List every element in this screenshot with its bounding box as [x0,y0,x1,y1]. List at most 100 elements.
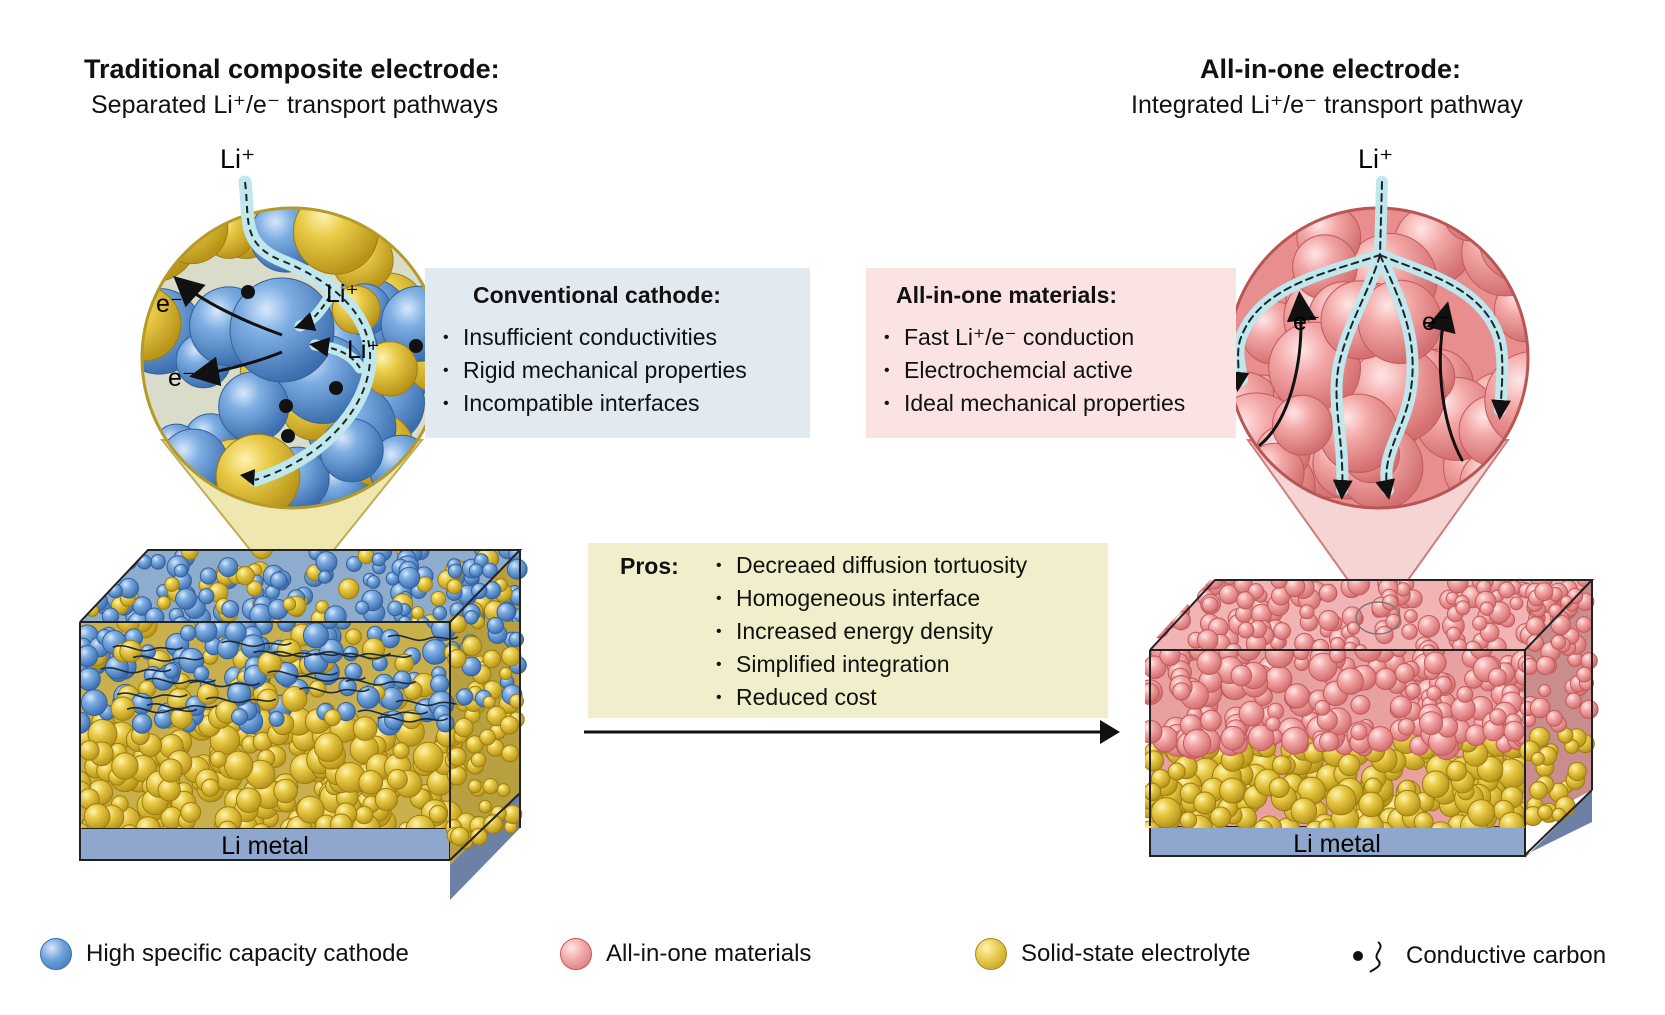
electrolyte-particle [374,787,398,812]
aio-item: Ideal mechanical properties [884,387,1218,420]
cathode-particle [334,622,352,630]
aio-particle [1526,634,1544,652]
electrolyte-particle [1325,784,1357,816]
electrolyte-particle [315,600,329,614]
cathode-particle [80,550,91,561]
aio-particle [1149,581,1172,603]
aio-particle [1318,583,1338,603]
electrolyte-particle [257,651,283,676]
electrolyte-particle [1530,751,1545,766]
electrolyte-particle [338,578,360,600]
cathode-particle [80,645,99,668]
right-electron-label-2: e⁻ [1422,308,1449,336]
left-subtitle: Separated Li⁺/e⁻ transport pathways [91,91,499,119]
aio-particle [1509,596,1524,611]
cathode-particle [173,563,188,578]
aio-particle [1237,621,1255,639]
electrolyte-particle [392,742,410,760]
electrolyte-particle [80,822,89,828]
aio-particle [1484,350,1528,450]
pros-label: Pros: [620,553,679,579]
aio-particle [1385,613,1402,630]
electrolyte-particle [446,578,463,595]
aio-particle [1404,609,1418,623]
cathode-particle [508,631,524,648]
aio-particle [1329,650,1346,664]
aio-materials-box: All-in-one materials: Fast Li⁺/e⁻ conduc… [866,268,1236,438]
aio-particle [1161,588,1178,605]
pros-item: Simplified integration [716,648,1027,681]
electrolyte-particle [454,717,474,738]
electrolyte-particle [470,752,487,768]
aio-particle [1182,729,1212,758]
yellow-particle-icon [975,938,1007,970]
aio-particle [1395,582,1411,597]
aio-particle [1236,591,1255,610]
electrolyte-particle [273,778,298,804]
electrolyte-particle [1268,777,1290,798]
aio-particle [1529,697,1551,719]
cathode-particle [319,638,344,664]
cathode-particle [224,622,247,644]
electrolyte-particle [1219,777,1246,804]
left-electrode-block: Li metal [79,549,528,900]
aio-particle [1423,651,1447,675]
cathode-particle [430,674,450,694]
aio-particle [1546,710,1563,727]
electrolyte-particle [1394,789,1421,817]
aio-particle [1565,692,1582,710]
pros-item: Homogeneous interface [716,582,1027,615]
aio-particle [1318,609,1340,631]
electrolyte-particle [329,813,353,828]
electrolyte-particle [1290,797,1318,825]
conventional-cathode-box: Conventional cathode: Insufficient condu… [425,268,810,438]
electrolyte-particle [1179,811,1198,828]
aio-particle [1489,708,1507,726]
electrolyte-particle [180,550,199,561]
electrolyte-particle [156,595,171,610]
aio-particle [1446,626,1461,642]
electrolyte-particle [323,709,342,727]
aio-particle [1200,709,1222,732]
electrolyte-particle [113,550,136,567]
electrolyte-particle [1145,750,1164,772]
electrolyte-particle [119,639,143,663]
left-electron-label-2: e⁻ [168,364,195,392]
carbon-fiber [341,652,412,660]
cathode-particle [398,566,421,589]
electrolyte-particle [142,208,199,283]
electrolyte-particle [164,576,180,592]
right-li-top-label: Li⁺ [1358,144,1393,174]
electrolyte-particle [110,696,136,722]
aio-particle [1159,650,1181,667]
carbon-fiber [132,655,204,662]
cathode-particle [509,588,520,606]
aio-particle [1394,663,1415,684]
electrolyte-particle [478,799,492,814]
aio-particle [1314,700,1331,716]
cathode-particle [270,571,288,589]
electrolyte-particle [1529,781,1548,800]
cathode-particle [422,639,448,665]
pros-item: Increased energy density [716,615,1027,648]
electrolyte-particle [1271,755,1292,775]
electrolyte-particle [1537,804,1553,821]
cathode-particle [496,602,516,622]
carbon-fiber [221,640,292,647]
cathode-particle [436,714,455,733]
electrolyte-particle [405,814,436,828]
aio-particle [1354,650,1383,663]
cathode-particle [198,588,215,605]
carbon-fiber [205,696,277,704]
carbon-fiber [345,679,417,686]
left-li-inner-label-2: Li⁺ [347,336,380,364]
aio-particle [1172,682,1191,701]
aio-particle [1401,623,1418,640]
electrolyte-particle [430,590,447,607]
aio-particle [1196,650,1222,675]
carbon-fiber [146,703,218,710]
cathode-particle [172,616,191,622]
electrolyte-particle [201,778,220,797]
aio-particle [1461,208,1528,297]
aio-particle [1265,716,1281,732]
